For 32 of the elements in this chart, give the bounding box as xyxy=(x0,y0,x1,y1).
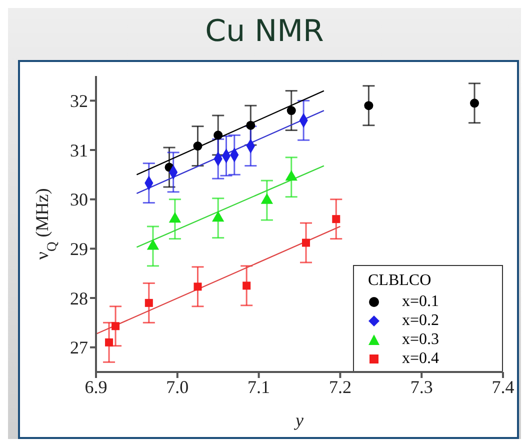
chart-title: Cu NMR xyxy=(204,13,325,51)
point xyxy=(105,338,114,346)
point xyxy=(144,298,153,307)
point xyxy=(242,282,251,290)
y-tick-label: 27 xyxy=(70,338,88,358)
y-tick-label: 28 xyxy=(70,288,88,308)
point xyxy=(364,101,374,110)
point xyxy=(246,120,256,130)
legend-label: x=0.3 xyxy=(402,330,440,348)
legend-title: CLBLCO xyxy=(368,272,432,290)
point xyxy=(112,322,120,330)
x-axis-title: y xyxy=(294,410,304,430)
legend-label: x=0.4 xyxy=(402,350,440,368)
x-tick-label: 7.2 xyxy=(328,376,352,397)
x-tick-label: 7.4 xyxy=(492,376,514,397)
x-tick-label: 7.0 xyxy=(166,376,189,397)
x-tick-label: 7.1 xyxy=(248,376,270,397)
point xyxy=(286,106,296,116)
y-tick-label: 31 xyxy=(70,140,88,160)
legend-label: x=0.1 xyxy=(402,292,440,310)
point xyxy=(194,282,202,291)
point xyxy=(214,130,223,140)
point xyxy=(302,238,310,247)
x-tick-label: 7.3 xyxy=(410,376,433,397)
legend-label: x=0.2 xyxy=(402,312,440,330)
point xyxy=(193,142,202,151)
x-tick-label: 6.9 xyxy=(84,376,108,397)
y-tick-label: 30 xyxy=(70,190,88,210)
y-tick-label: 32 xyxy=(70,91,88,112)
point xyxy=(470,98,480,108)
y-tick-label: 29 xyxy=(70,239,88,260)
point xyxy=(332,215,340,224)
